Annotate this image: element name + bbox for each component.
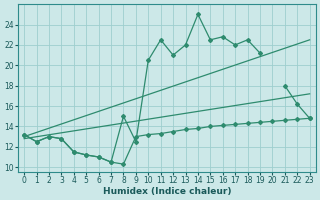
X-axis label: Humidex (Indice chaleur): Humidex (Indice chaleur) <box>103 187 231 196</box>
